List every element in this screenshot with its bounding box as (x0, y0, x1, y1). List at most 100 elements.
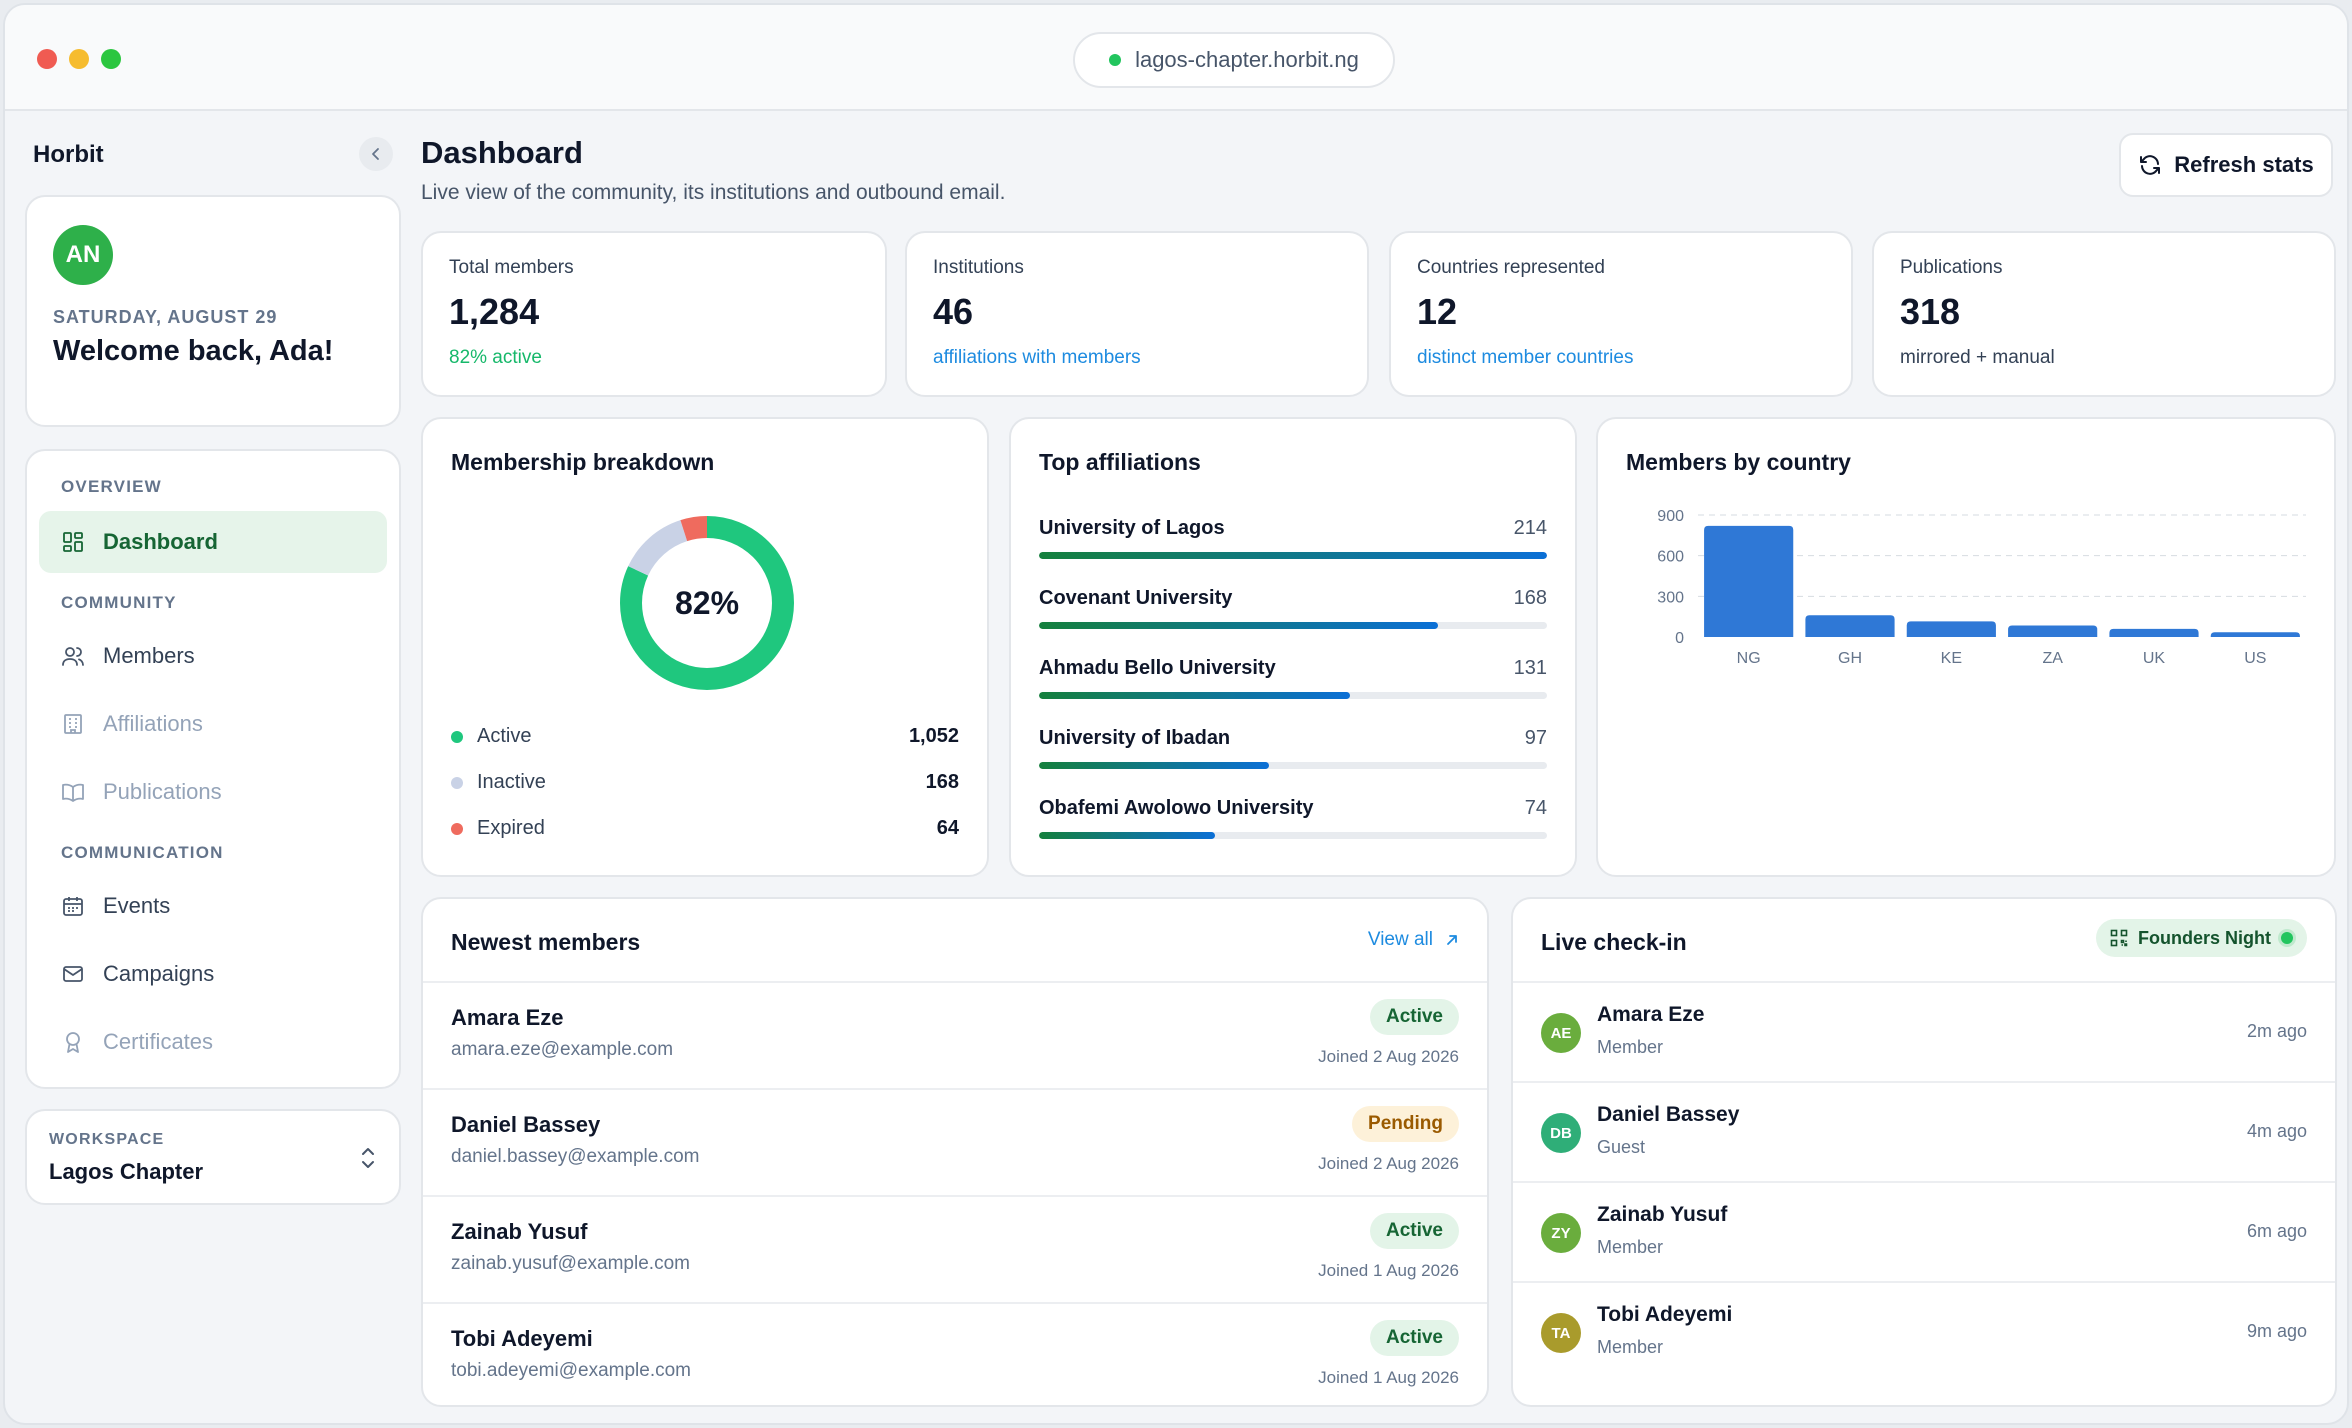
affiliation-name: University of Lagos (1039, 517, 1225, 539)
address-url: lagos-chapter.horbit.ng (1135, 47, 1359, 72)
member-name: Amara Eze (451, 1005, 564, 1030)
panel-title: Members by country (1626, 449, 1851, 475)
panel-title: Membership breakdown (451, 449, 715, 475)
affiliation-count: 168 (1513, 587, 1547, 609)
y-tick-label: 900 (1657, 508, 1684, 525)
book-icon (62, 783, 84, 802)
sidebar-item-label: Affiliations (103, 711, 203, 736)
current-date: SATURDAY, AUGUST 29 (53, 307, 278, 327)
maximize-window-button[interactable] (101, 49, 121, 69)
bar-ng[interactable] (1704, 525, 1794, 637)
sidebar-item-campaigns[interactable]: Campaigns (39, 943, 387, 1005)
affiliation-name: Ahmadu Bello University (1039, 657, 1276, 679)
avatar: ZY (1541, 1213, 1581, 1253)
sidebar-item-certificates[interactable]: Certificates (39, 1011, 387, 1073)
member-name: Tobi Adeyemi (451, 1326, 593, 1351)
stat-card-publications: Publications 318 mirrored + manual (1872, 231, 2336, 397)
bar-ke[interactable] (1906, 621, 1996, 637)
view-all-members-link[interactable]: View all (1368, 929, 1459, 951)
page-subtitle: Live view of the community, its institut… (421, 181, 1006, 204)
stat-value: 318 (1900, 291, 1961, 332)
y-tick-label: 600 (1657, 549, 1684, 566)
member-row[interactable]: Daniel Bassey daniel.bassey@example.com … (423, 1088, 1487, 1195)
stat-value: 1,284 (449, 291, 540, 332)
x-tick-label: UK (2143, 650, 2166, 667)
affiliation-row[interactable]: University of Ibadan 97 (1039, 727, 1547, 769)
legend-label: Active (477, 725, 532, 747)
welcome-card: AN SATURDAY, AUGUST 29 Welcome back, Ada… (25, 195, 401, 427)
checkin-role: Member (1597, 1237, 1664, 1257)
event-name: Founders Night (2138, 927, 2271, 948)
affiliation-row[interactable]: Obafemi Awolowo University 74 (1039, 797, 1547, 839)
welcome-greeting: Welcome back, Ada! (53, 335, 334, 367)
close-window-button[interactable] (37, 49, 57, 69)
bar-za[interactable] (2008, 625, 2098, 637)
nav-section-overview: OVERVIEW (61, 477, 162, 496)
avatar: DB (1541, 1113, 1581, 1153)
member-joined-date: Joined 2 Aug 2026 (1318, 1047, 1459, 1066)
legend-item-expired: Expired 64 (451, 817, 959, 840)
app-window: lagos-chapter.horbit.ng Horbit AN SATURD… (3, 3, 2349, 1425)
bar-gh[interactable] (1805, 615, 1895, 637)
member-row[interactable]: Tobi Adeyemi tobi.adeyemi@example.com Ac… (423, 1302, 1487, 1405)
checkin-row[interactable]: AE Amara Eze Member 2m ago (1513, 981, 2335, 1081)
legend-value: 1,052 (908, 725, 959, 747)
address-bar[interactable]: lagos-chapter.horbit.ng (1073, 32, 1395, 88)
membership-donut-chart: 82% (620, 516, 794, 690)
sidebar-item-label: Events (103, 893, 171, 918)
user-avatar[interactable]: AN (53, 225, 113, 285)
affiliation-bar-track (1039, 622, 1547, 629)
member-joined-date: Joined 1 Aug 2026 (1318, 1368, 1459, 1387)
stat-card-countries: Countries represented 12 distinct member… (1389, 231, 1853, 397)
checkin-name: Tobi Adeyemi (1597, 1303, 1733, 1326)
sidebar-item-affiliations[interactable]: Affiliations (39, 693, 387, 755)
member-email: amara.eze@example.com (451, 1039, 674, 1060)
event-pill[interactable]: Founders Night (2096, 919, 2307, 957)
affiliation-row[interactable]: University of Lagos 214 (1039, 517, 1547, 559)
sidebar-item-publications[interactable]: Publications (39, 761, 387, 823)
x-tick-label: US (2244, 650, 2266, 667)
sidebar-item-dashboard[interactable]: Dashboard (39, 511, 387, 573)
affiliation-bar-fill (1039, 832, 1215, 839)
checkin-row[interactable]: TA Tobi Adeyemi Member 9m ago (1513, 1281, 2335, 1381)
stat-note[interactable]: affiliations with members (933, 347, 1141, 368)
checkin-name: Daniel Bassey (1597, 1103, 1740, 1126)
minimize-window-button[interactable] (69, 49, 89, 69)
status-badge: Pending (1352, 1106, 1459, 1142)
checkin-row[interactable]: DB Daniel Bassey Guest 4m ago (1513, 1081, 2335, 1181)
legend-label: Expired (477, 817, 545, 839)
affiliation-bar-fill (1039, 622, 1438, 629)
stat-note: mirrored + manual (1900, 347, 2055, 368)
member-joined-date: Joined 1 Aug 2026 (1318, 1261, 1459, 1280)
view-all-label: View all (1367, 929, 1433, 950)
checkin-row[interactable]: ZY Zainab Yusuf Member 6m ago (1513, 1181, 2335, 1281)
refresh-icon (2140, 155, 2161, 175)
member-row[interactable]: Amara Eze amara.eze@example.com Active J… (423, 981, 1487, 1088)
mail-icon (63, 966, 83, 982)
titlebar: lagos-chapter.horbit.ng (5, 5, 2347, 111)
refresh-stats-button[interactable]: Refresh stats (2119, 133, 2333, 197)
sidebar-item-members[interactable]: Members (39, 625, 387, 687)
sidebar-item-label: Dashboard (103, 529, 218, 554)
workspace-switcher[interactable]: WORKSPACE Lagos Chapter (25, 1109, 401, 1205)
stat-note[interactable]: distinct member countries (1417, 347, 1634, 368)
affiliation-bar-fill (1039, 762, 1270, 769)
legend-value: 168 (925, 771, 959, 793)
collapse-sidebar-button[interactable] (359, 137, 393, 171)
x-tick-label: NG (1737, 650, 1761, 667)
affiliation-row[interactable]: Covenant University 168 (1039, 587, 1547, 629)
member-name: Zainab Yusuf (451, 1219, 588, 1244)
bar-us[interactable] (2210, 632, 2300, 637)
calendar-icon (63, 897, 83, 916)
bar-uk[interactable] (2109, 628, 2199, 637)
member-row[interactable]: Zainab Yusuf zainab.yusuf@example.com Ac… (423, 1195, 1487, 1302)
membership-breakdown-panel: Membership breakdown 82% Active 1,052 In… (421, 417, 989, 877)
nav-section-community: COMMUNITY (61, 593, 177, 612)
stat-note: 82% active (449, 347, 542, 368)
sidebar-item-events[interactable]: Events (39, 875, 387, 937)
affiliation-bar-track (1039, 552, 1547, 559)
brand-name: Horbit (33, 141, 104, 168)
affiliation-row[interactable]: Ahmadu Bello University 131 (1039, 657, 1547, 699)
checkin-role: Guest (1597, 1137, 1646, 1157)
workspace-name: Lagos Chapter (49, 1159, 204, 1184)
